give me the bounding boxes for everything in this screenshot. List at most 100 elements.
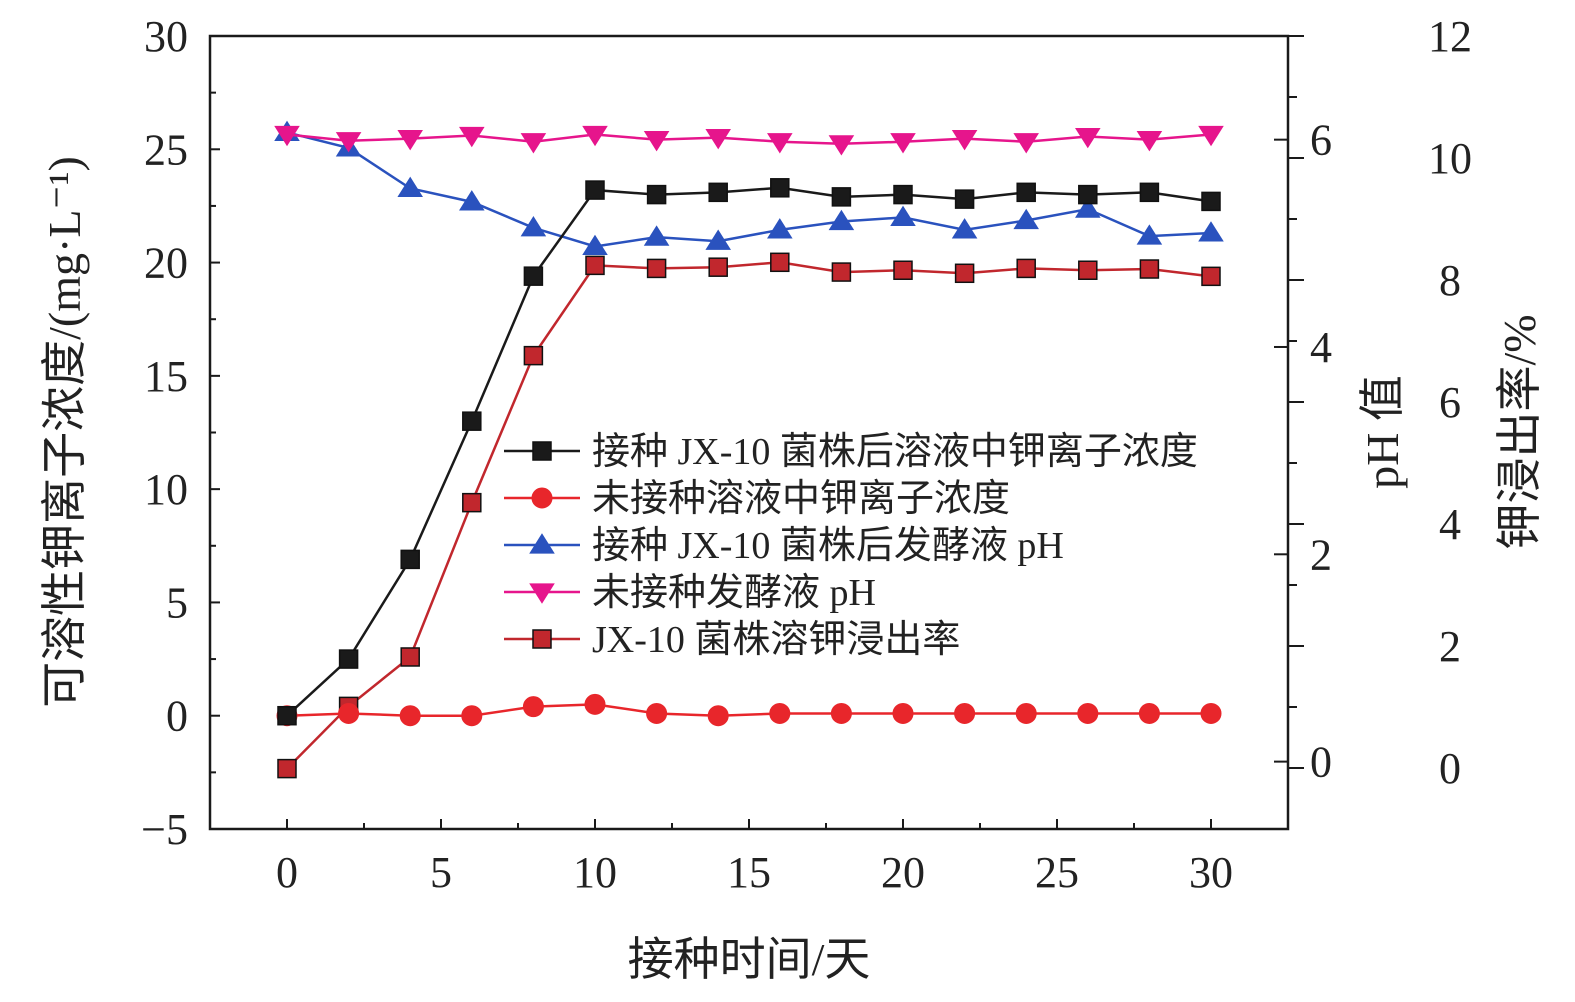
series-3 <box>274 125 1224 156</box>
data-point <box>646 258 667 279</box>
y-left-tick-label: 5 <box>166 578 188 627</box>
data-point <box>585 180 605 200</box>
data-point <box>582 234 608 256</box>
y-left-tick-label: 25 <box>144 125 188 174</box>
y-rate-tick-label: 12 <box>1428 12 1472 61</box>
legend-marker <box>532 629 552 649</box>
data-point <box>643 131 670 152</box>
data-point <box>767 133 793 154</box>
data-point <box>400 549 420 570</box>
data-point <box>643 225 670 246</box>
y-left-tick-label: 30 <box>144 12 188 61</box>
data-point <box>892 702 914 724</box>
x-tick-label: 30 <box>1189 848 1233 897</box>
data-point <box>584 693 606 715</box>
x-tick-label: 10 <box>573 848 617 897</box>
legend-item: 接种 JX-10 菌株后溶液中钾离子浓度 <box>504 431 1198 473</box>
data-point <box>585 255 605 276</box>
y-ph-tick-label: 4 <box>1310 323 1332 372</box>
y-rate-tick-label: 2 <box>1439 622 1461 671</box>
data-point <box>1013 133 1039 154</box>
data-point <box>462 492 482 513</box>
data-point <box>830 702 852 724</box>
x-tick-label: 5 <box>430 848 452 897</box>
data-point <box>459 126 485 148</box>
legend-item: JX-10 菌株溶钾浸出率 <box>504 619 960 661</box>
data-point <box>954 263 975 284</box>
data-point <box>277 705 297 726</box>
data-point <box>397 130 423 151</box>
data-point <box>1136 224 1163 245</box>
series-0 <box>277 178 1221 726</box>
y-rate-tick-label: 4 <box>1439 500 1461 549</box>
data-point <box>338 702 360 724</box>
y-left-tick-label: −5 <box>141 805 188 854</box>
x-tick-label: 20 <box>881 848 925 897</box>
data-point <box>462 411 482 431</box>
data-point <box>338 649 359 669</box>
data-point <box>770 178 790 198</box>
data-point <box>828 135 855 156</box>
data-point <box>1013 208 1039 230</box>
data-point <box>708 257 728 277</box>
data-point <box>520 216 547 237</box>
data-point <box>1139 259 1160 279</box>
data-point <box>1075 127 1101 149</box>
series-line <box>286 131 1212 248</box>
data-point <box>1016 182 1036 203</box>
data-point <box>1138 702 1160 724</box>
data-point <box>335 132 362 153</box>
x-axis-title: 接种时间/天 <box>628 934 871 985</box>
data-point <box>954 702 976 724</box>
y-rate-tick-label: 8 <box>1439 256 1461 305</box>
data-point <box>954 189 975 209</box>
series-2 <box>274 120 1224 256</box>
data-point <box>1139 182 1160 203</box>
y-left-tick-label: 10 <box>144 465 188 514</box>
data-point <box>890 205 916 227</box>
data-point <box>705 229 731 250</box>
legend-marker <box>529 533 555 554</box>
data-point <box>1078 260 1098 280</box>
data-point <box>831 262 852 282</box>
legend-marker <box>532 441 552 461</box>
y-rate-tick-label: 10 <box>1428 134 1472 183</box>
data-point <box>1136 131 1163 152</box>
series-line <box>286 703 1211 717</box>
data-point <box>707 705 729 727</box>
y-rate-tick-label: 6 <box>1439 378 1461 427</box>
data-point <box>708 182 728 203</box>
legend-marker <box>531 487 553 509</box>
data-point <box>1078 184 1098 205</box>
series-layer <box>274 120 1224 779</box>
series-line <box>286 133 1212 146</box>
data-point <box>523 266 544 286</box>
data-point <box>951 130 978 151</box>
legend-label: 未接种发酵液 pH <box>592 572 876 614</box>
data-point <box>951 218 978 239</box>
y-left-tick-label: 20 <box>144 239 188 288</box>
axes-ticks: 0 5 10 15 20 25 30 −5 0 5 10 15 20 25 30 0 2 4 6 0 2 4 6 8 10 12 <box>141 12 1472 897</box>
data-point <box>831 187 852 207</box>
series-line <box>286 186 1212 717</box>
data-point <box>1016 258 1036 279</box>
legend-label: 接种 JX-10 菌株后溶液中钾离子浓度 <box>592 431 1198 473</box>
data-point <box>1075 197 1101 218</box>
data-point <box>520 133 547 154</box>
y-ph-tick-label: 2 <box>1310 530 1332 579</box>
data-point <box>582 125 608 147</box>
series-1 <box>276 693 1222 727</box>
legend-item: 接种 JX-10 菌株后发酵液 pH <box>504 525 1064 567</box>
legend-marker <box>529 583 555 604</box>
data-point <box>828 209 855 231</box>
data-point <box>523 345 544 366</box>
data-point <box>1200 702 1222 724</box>
data-point <box>461 705 483 727</box>
legend-label: 接种 JX-10 菌株后发酵液 pH <box>592 525 1064 567</box>
y-rate-tick-label: 0 <box>1439 744 1461 793</box>
x-tick-label: 0 <box>276 848 298 897</box>
data-point <box>1201 266 1221 287</box>
y-ph-tick-label: 0 <box>1310 738 1332 787</box>
